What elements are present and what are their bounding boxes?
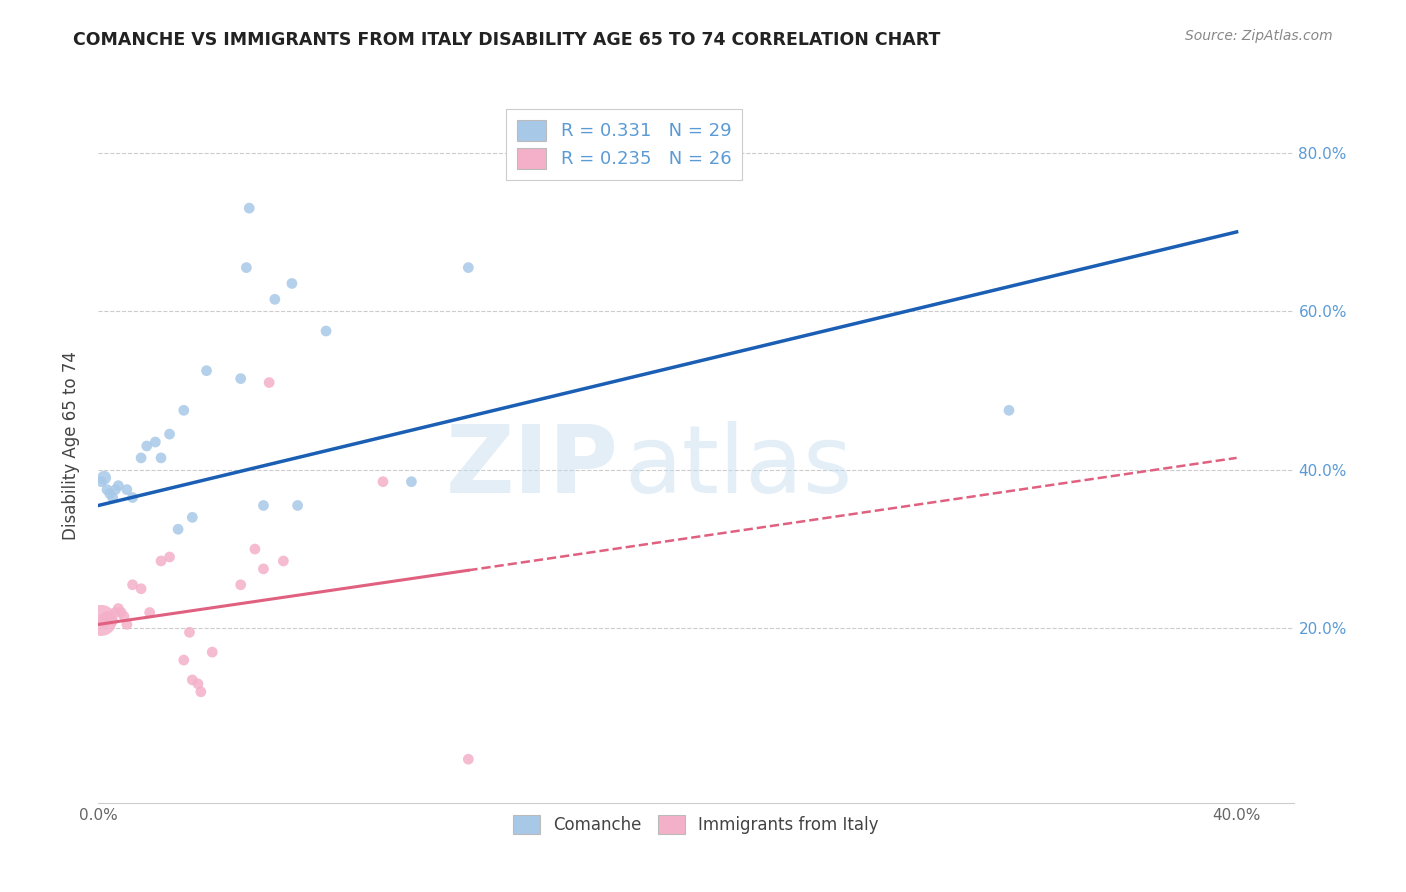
Point bbox=[104, 606, 127, 620]
Point bbox=[110, 606, 132, 620]
Text: atlas: atlas bbox=[624, 421, 852, 514]
Point bbox=[173, 653, 195, 667]
Text: ZIP: ZIP bbox=[446, 421, 619, 514]
Point bbox=[101, 614, 124, 628]
Point bbox=[90, 475, 112, 489]
Text: COMANCHE VS IMMIGRANTS FROM ITALY DISABILITY AGE 65 TO 74 CORRELATION CHART: COMANCHE VS IMMIGRANTS FROM ITALY DISABI… bbox=[73, 31, 941, 49]
Point bbox=[257, 376, 280, 390]
Point bbox=[181, 510, 204, 524]
Point bbox=[112, 609, 135, 624]
Point bbox=[201, 645, 224, 659]
Point bbox=[190, 685, 212, 699]
Point bbox=[401, 475, 423, 489]
Point bbox=[252, 499, 274, 513]
Point bbox=[138, 606, 160, 620]
Point bbox=[457, 752, 479, 766]
Point bbox=[235, 260, 257, 275]
Point bbox=[195, 364, 218, 378]
Point bbox=[229, 371, 252, 385]
Point bbox=[159, 427, 181, 442]
Point bbox=[129, 582, 152, 596]
Point bbox=[101, 491, 124, 505]
Point bbox=[167, 522, 190, 536]
Point bbox=[179, 625, 201, 640]
Point bbox=[135, 439, 157, 453]
Point bbox=[243, 542, 266, 557]
Point bbox=[181, 673, 204, 687]
Point bbox=[371, 475, 394, 489]
Point bbox=[93, 471, 115, 485]
Point bbox=[159, 549, 181, 564]
Point bbox=[457, 260, 479, 275]
Point bbox=[98, 486, 121, 500]
Point bbox=[107, 478, 129, 492]
Point bbox=[315, 324, 337, 338]
Point bbox=[287, 499, 309, 513]
Point bbox=[107, 601, 129, 615]
Point bbox=[121, 578, 143, 592]
Point bbox=[150, 554, 173, 568]
Point bbox=[98, 609, 121, 624]
Point bbox=[173, 403, 195, 417]
Point bbox=[143, 435, 166, 450]
Point bbox=[121, 491, 143, 505]
Point bbox=[90, 614, 112, 628]
Point bbox=[187, 677, 209, 691]
Point bbox=[998, 403, 1021, 417]
Point bbox=[104, 483, 127, 497]
Point bbox=[93, 614, 115, 628]
Point bbox=[238, 201, 260, 215]
Point bbox=[150, 450, 173, 465]
Point bbox=[273, 554, 295, 568]
Point bbox=[96, 609, 118, 624]
Point bbox=[115, 483, 138, 497]
Point bbox=[263, 293, 285, 307]
Y-axis label: Disability Age 65 to 74: Disability Age 65 to 74 bbox=[62, 351, 80, 541]
Point bbox=[229, 578, 252, 592]
Point bbox=[96, 483, 118, 497]
Point bbox=[115, 617, 138, 632]
Point bbox=[129, 450, 152, 465]
Text: Source: ZipAtlas.com: Source: ZipAtlas.com bbox=[1185, 29, 1333, 43]
Point bbox=[281, 277, 304, 291]
Point bbox=[252, 562, 274, 576]
Legend: Comanche, Immigrants from Italy: Comanche, Immigrants from Italy bbox=[503, 805, 889, 845]
